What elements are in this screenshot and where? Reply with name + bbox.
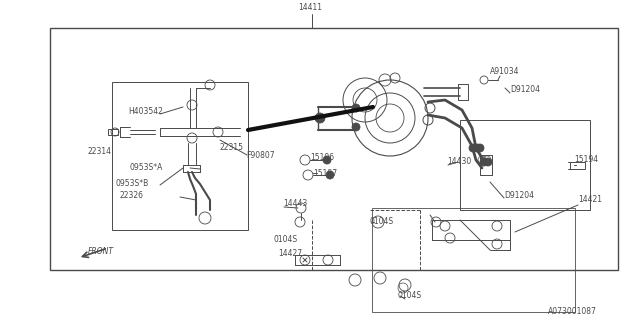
Text: 14421: 14421 [578,196,602,204]
Bar [460,120,590,210]
Text: H403542: H403542 [128,108,163,116]
Bar [108,129,118,135]
Circle shape [469,144,477,152]
Bar [372,208,575,312]
Text: 22314: 22314 [88,148,112,156]
Text: 0953S*A: 0953S*A [130,164,163,172]
Bar [112,82,248,230]
Text: 0104S: 0104S [369,218,393,227]
Text: A91034: A91034 [490,68,520,76]
Circle shape [480,158,488,166]
Circle shape [484,158,492,166]
Text: 14411: 14411 [298,4,322,12]
Text: 14430: 14430 [447,157,471,166]
Circle shape [476,144,484,152]
Text: 14443: 14443 [283,199,307,209]
Circle shape [323,156,331,164]
Text: F90807: F90807 [246,150,275,159]
Text: D91204: D91204 [504,191,534,201]
Text: 22315: 22315 [220,143,244,153]
Circle shape [352,123,360,131]
Text: 15196: 15196 [310,154,334,163]
Text: FRONT: FRONT [88,247,114,257]
Text: 0104S: 0104S [274,236,298,244]
Text: 15194: 15194 [574,156,598,164]
Circle shape [315,113,325,123]
Bar [570,162,585,169]
Circle shape [473,144,481,152]
Text: A073001087: A073001087 [548,307,597,316]
Text: 15197: 15197 [313,169,337,178]
Circle shape [326,171,334,179]
Text: 14427: 14427 [278,249,302,258]
Text: 0953S*B: 0953S*B [116,180,149,188]
Text: D91204: D91204 [510,85,540,94]
Bar [50,28,618,270]
Text: 0104S: 0104S [398,291,422,300]
Circle shape [352,104,360,112]
Text: 22326: 22326 [120,191,144,201]
